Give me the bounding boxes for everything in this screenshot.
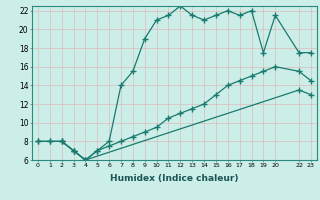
X-axis label: Humidex (Indice chaleur): Humidex (Indice chaleur) [110, 174, 239, 183]
